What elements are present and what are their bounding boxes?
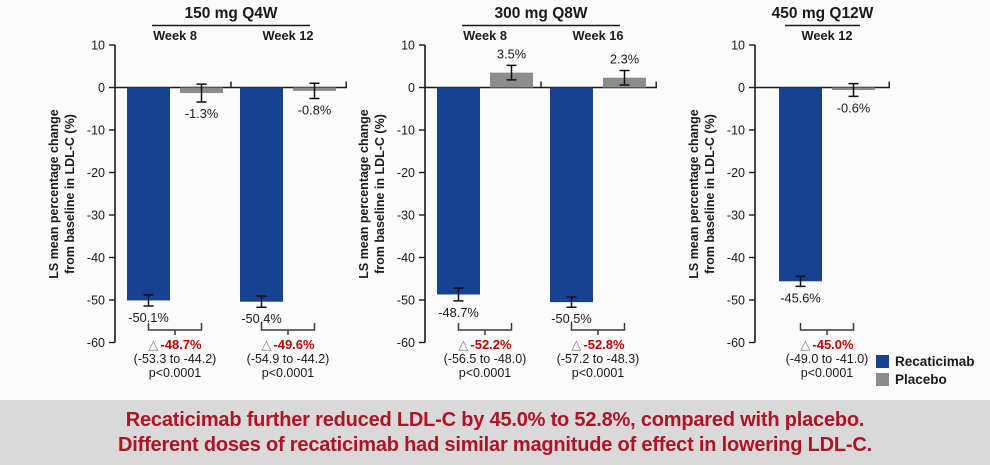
delta-label: △ -48.7% (148, 337, 202, 352)
delta-p: p<0.0001 (459, 366, 512, 380)
y-tick-label: -10 (727, 124, 745, 138)
error-bar (848, 82, 859, 98)
bar-value-label: -48.7% (438, 305, 479, 320)
y-tick-label: 10 (91, 39, 105, 53)
bar-value-label: -45.6% (780, 290, 821, 305)
delta-ci: (-49.0 to -41.0) (786, 352, 869, 366)
error-bar (453, 287, 464, 302)
delta-label: △ -45.0% (800, 337, 854, 352)
summary-banner: Recaticimab further reduced LDL-C by 45.… (0, 400, 990, 465)
dose-title: 150 mg Q4W (184, 5, 277, 22)
y-tick-label: -60 (397, 336, 415, 350)
week-label: Week 8 (463, 28, 507, 43)
recaticimab-bar (127, 87, 170, 301)
y-tick-label: -20 (727, 166, 745, 180)
y-axis-label: from baseline in LDL-C (%) (373, 114, 387, 274)
delta-p: p<0.0001 (572, 366, 625, 380)
dose-title: 300 mg Q8W (494, 5, 587, 22)
comparison-bracket (457, 323, 513, 335)
y-tick-label: 10 (731, 39, 745, 53)
banner-line-2: Different doses of recaticimab had simil… (118, 434, 872, 456)
delta-label: △ -52.8% (571, 337, 625, 352)
delta-label: △ -52.2% (458, 337, 512, 352)
comparison-bracket (799, 323, 855, 335)
placebo-swatch-icon (876, 373, 889, 386)
comparison-bracket (260, 323, 316, 335)
dose-title: 450 mg Q12W (772, 5, 874, 22)
error-bar (566, 296, 577, 308)
bar-value-label: 3.5% (497, 46, 526, 61)
recaticimab-bar (779, 87, 822, 282)
recaticimab-bar (437, 87, 480, 295)
y-tick-label: -50 (727, 294, 745, 308)
y-tick-label: -20 (87, 166, 105, 180)
comparison-bracket (147, 323, 203, 335)
bar-value-label: -50.5% (551, 311, 592, 326)
error-bar (309, 82, 320, 100)
y-tick-label: 0 (98, 81, 105, 95)
y-tick-label: 0 (738, 81, 745, 95)
y-tick-label: -60 (87, 336, 105, 350)
y-tick-label: -30 (727, 209, 745, 223)
error-bar (619, 69, 630, 86)
error-bar (506, 64, 517, 81)
delta-p: p<0.0001 (801, 366, 854, 380)
bar-value-label: -0.8% (298, 103, 331, 118)
y-tick-label: -50 (87, 294, 105, 308)
legend-label: Recaticimab (895, 354, 975, 369)
y-tick-label: 10 (401, 39, 415, 53)
panel-150mg-q4w: 150 mg Q4W 10 0 -10 -20 -30 -40 -50 -60 LS mean p… (47, 5, 347, 380)
y-tick-label: -20 (397, 166, 415, 180)
error-bar (143, 294, 154, 307)
delta-ci: (-56.5 to -48.0) (444, 352, 527, 366)
recaticimab-bar (550, 87, 593, 303)
bar-value-label: -1.3% (185, 106, 218, 121)
panel-450mg-q12w: 450 mg Q12W 10 0 -10 -20 -30 -40 -50 -60 LS mean … (687, 5, 890, 380)
banner-line-1: Recaticimab further reduced LDL-C by 45.… (125, 409, 865, 431)
recaticimab-bar (240, 87, 283, 302)
bar-value-label: 2.3% (610, 52, 639, 67)
y-axis-label: from baseline in LDL-C (%) (63, 114, 77, 274)
y-axis-label: LS mean percentage change (357, 109, 371, 279)
week-label: Week 12 (263, 28, 314, 43)
y-tick-label: -10 (397, 124, 415, 138)
comparison-bracket (570, 323, 626, 335)
delta-ci: (-54.9 to -44.2) (247, 352, 330, 366)
bar-value-label: -50.1% (128, 310, 169, 325)
figure-canvas: 150 mg Q4W 10 0 -10 -20 -30 -40 -50 -60 LS mean p… (47, 5, 975, 387)
y-tick-label: -60 (727, 336, 745, 350)
week-label: Week 12 (802, 28, 853, 43)
panel-300mg-q8w: 300 mg Q8W 10 0 -10 -20 -30 -40 -50 -60 LS mean p… (357, 5, 657, 380)
delta-label: △ -49.6% (261, 337, 315, 352)
y-tick-label: 0 (408, 81, 415, 95)
legend-item-placebo: Placebo (876, 372, 975, 387)
y-tick-label: -30 (87, 209, 105, 223)
y-tick-label: -30 (397, 209, 415, 223)
legend: Recaticimab Placebo (876, 354, 975, 387)
legend-item-recaticimab: Recaticimab (876, 354, 975, 369)
bar-value-label: -50.4% (241, 311, 282, 326)
error-bar (795, 275, 806, 288)
delta-p: p<0.0001 (262, 366, 315, 380)
delta-ci: (-53.3 to -44.2) (134, 352, 217, 366)
y-tick-label: -40 (397, 251, 415, 265)
y-tick-label: -40 (87, 251, 105, 265)
y-axis-label: LS mean percentage change (47, 109, 61, 279)
bar-value-label: -0.6% (837, 100, 870, 115)
y-tick-label: -10 (87, 124, 105, 138)
week-label: Week 16 (573, 28, 624, 43)
delta-ci: (-57.2 to -48.3) (557, 352, 640, 366)
y-axis-label: LS mean percentage change (687, 109, 701, 279)
delta-p: p<0.0001 (149, 366, 202, 380)
error-bar (196, 83, 207, 103)
y-tick-label: -50 (397, 294, 415, 308)
week-label: Week 8 (153, 28, 197, 43)
legend-label: Placebo (895, 372, 947, 387)
error-bar (256, 295, 267, 308)
y-tick-label: -40 (727, 251, 745, 265)
y-axis-label: from baseline in LDL-C (%) (703, 114, 717, 274)
recaticimab-swatch-icon (876, 355, 889, 368)
